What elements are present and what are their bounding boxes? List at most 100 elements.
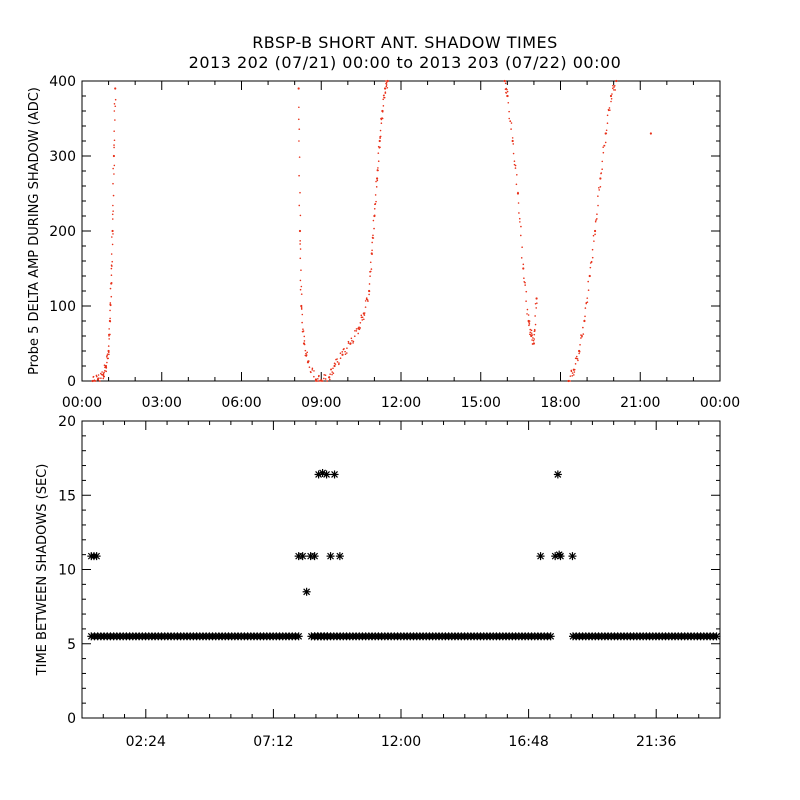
data-point [306,351,308,354]
data-point [505,87,508,90]
data-point [584,307,587,309]
data-point [385,85,388,88]
data-point [323,377,325,380]
data-point [104,369,106,372]
x-tick-label: 07:12 [253,734,293,750]
data-point [385,81,388,84]
data-point [112,204,114,207]
data-point [336,358,338,360]
data-point [568,552,577,561]
data-point [108,338,110,340]
data-point [308,360,310,362]
data-point [350,337,353,340]
data-point [591,248,594,251]
data-point [584,315,586,318]
data-point [106,354,108,357]
data-point [353,335,356,338]
data-point [112,182,114,185]
data-point [384,91,387,93]
data-point [301,313,304,316]
data-point [375,186,378,188]
data-point [308,366,311,368]
data-point [334,363,337,365]
data-point [111,243,114,246]
data-point [326,552,335,561]
data-point [112,233,114,235]
data-point [110,304,112,306]
data-point [368,293,370,296]
data-point [322,470,331,479]
data-point [323,374,325,376]
data-point [712,632,721,641]
data-point [303,335,306,338]
data-point [571,375,574,377]
data-point [367,300,369,302]
chart-title-line2: 2013 202 (07/21) 00:00 to 2013 203 (07/2… [189,53,622,72]
x-tick-label: 06:00 [221,395,261,411]
data-point [535,307,538,309]
data-point [114,105,117,108]
x-tick-label: 00:00 [62,395,102,411]
data-point [110,274,113,277]
data-point [300,308,303,310]
data-point [358,328,361,331]
data-point [529,331,532,334]
data-point [374,203,377,206]
data-point [380,118,383,121]
data-point [355,330,358,332]
data-point [610,97,613,100]
data-point [114,98,117,101]
data-point [536,302,538,304]
data-point [338,362,340,364]
data-point [582,333,585,335]
data-point [351,339,353,342]
data-point [513,160,516,163]
data-point [506,90,509,93]
data-point [520,225,522,228]
data-point [105,370,108,373]
data-point [298,106,300,109]
x-tick-label: 18:00 [540,395,580,411]
data-point [602,151,605,154]
data-point [371,249,373,252]
data-point [110,295,113,298]
data-point [357,332,360,335]
data-point [375,180,377,183]
data-point [112,167,114,170]
data-point [508,110,510,113]
chart-title-line1: RBSP-B SHORT ANT. SHADOW TIMES [252,33,558,52]
data-point [546,632,555,641]
data-point [591,256,594,259]
data-point [314,378,318,381]
data-point [592,234,595,237]
y-axis-label: Probe 5 DELTA AMP DURING SHADOW (ADC) [27,87,42,375]
data-point [577,359,579,362]
data-point [586,297,589,299]
data-point [106,361,108,364]
data-point [92,375,95,378]
top-panel: 0 100 200 300 400 Probe 5 DELTA AMP DURING SH… [27,74,740,411]
data-point [526,313,528,315]
data-point [582,326,584,329]
data-point [109,309,111,312]
data-point [359,321,362,324]
data-point [381,110,384,112]
y-tick-label: 20 [58,414,76,430]
data-point [524,281,526,284]
data-point [379,129,382,132]
data-point [533,338,535,340]
data-point [595,219,597,221]
data-point [371,241,373,244]
data-point [94,380,97,382]
data-point [110,264,113,266]
data-point [113,110,116,112]
data-point [590,260,593,263]
data-point [346,347,348,349]
data-point [347,342,350,344]
data-point [505,91,507,94]
data-point [323,632,332,641]
data-point [110,267,113,270]
data-point [574,363,577,365]
data-point [516,173,518,176]
data-point [298,140,300,142]
